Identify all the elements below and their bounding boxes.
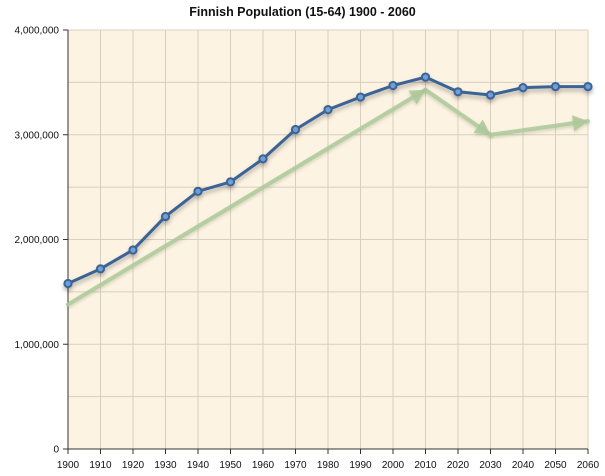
data-point (63, 278, 73, 289)
x-tick-label: 1920 (122, 460, 145, 471)
trend-arrow (423, 87, 493, 137)
data-point (388, 80, 398, 91)
y-tick-label: 3,000,000 (15, 130, 60, 141)
data-point (583, 81, 593, 92)
x-tick-label: 1960 (252, 460, 275, 471)
data-point (323, 105, 333, 115)
axes (63, 29, 589, 454)
x-tick-label: 2030 (479, 460, 502, 471)
x-tick-label: 2060 (577, 460, 600, 471)
x-tick-label: 2050 (544, 460, 567, 471)
trend-annotations (66, 87, 590, 307)
grid (68, 29, 589, 449)
series (63, 72, 593, 289)
chart-title: Finnish Population (15-64) 1900 - 2060 (189, 5, 416, 19)
x-tick-label: 1900 (57, 460, 80, 471)
x-tick-label: 1950 (219, 460, 242, 471)
trend-arrow-shaft (488, 119, 590, 137)
data-point (485, 90, 496, 100)
x-tick-label: 1990 (349, 460, 372, 471)
trend-arrow-head (572, 115, 588, 132)
tick-labels: 0 1,000,000 2,000,000 3,000,000 4,000,000 190… (15, 26, 600, 472)
data-point (258, 154, 268, 164)
x-tick-label: 1970 (284, 460, 307, 471)
data-point (453, 87, 463, 97)
x-tick-label: 1940 (187, 460, 210, 471)
data-point (420, 72, 431, 82)
x-tick-label: 2000 (382, 460, 405, 471)
data-point (193, 186, 203, 196)
data-point (160, 211, 171, 222)
trend-arrow-head (408, 89, 426, 105)
y-tick-label: 4,000,000 (15, 26, 60, 37)
trend-arrow (488, 115, 590, 137)
x-tick-label: 2010 (414, 460, 437, 471)
x-tick-label: 2020 (447, 460, 470, 471)
data-point (550, 81, 561, 92)
x-tick-label: 1930 (154, 460, 177, 471)
data-point (95, 264, 106, 274)
y-tick-label: 1,000,000 (15, 340, 60, 351)
data-point (518, 83, 528, 93)
data-point (355, 92, 366, 102)
data-point (225, 177, 236, 187)
x-tick-label: 1980 (317, 460, 340, 471)
y-tick-label: 2,000,000 (15, 235, 60, 246)
y-tick-label: 0 (53, 445, 59, 456)
x-tick-label: 2040 (512, 460, 535, 471)
x-tick-label: 1910 (89, 460, 112, 471)
trend-arrow (66, 87, 428, 307)
trend-arrow-shaft (66, 87, 428, 307)
series-group (63, 72, 593, 289)
data-point (128, 245, 138, 255)
trend-arrow-head (473, 119, 491, 135)
data-point (290, 124, 301, 135)
